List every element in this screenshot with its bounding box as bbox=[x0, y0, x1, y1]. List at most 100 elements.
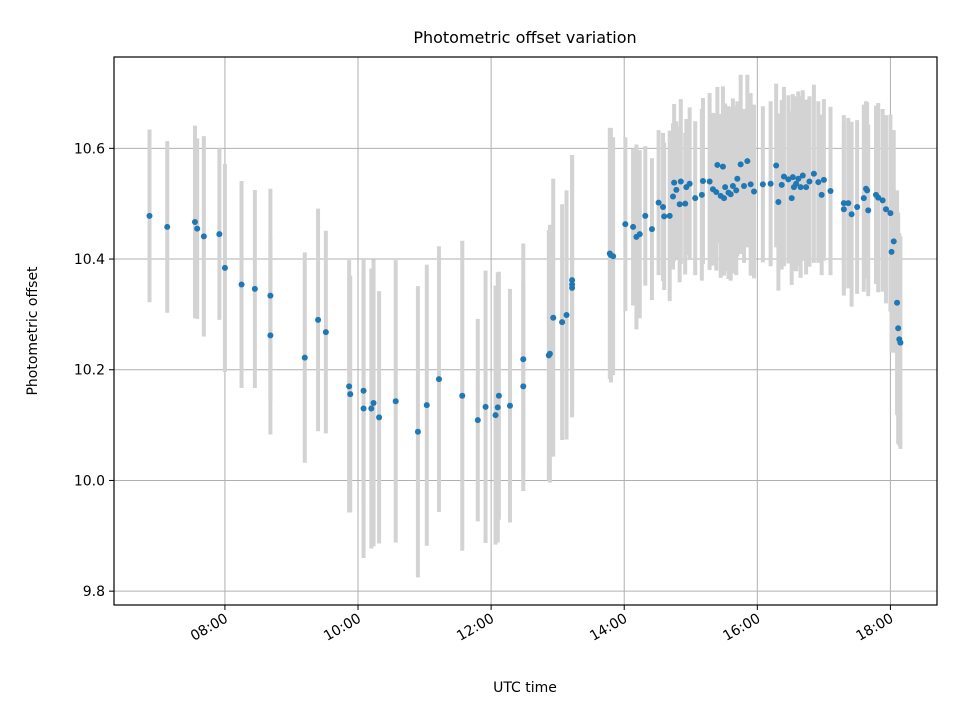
data-point bbox=[815, 179, 822, 186]
data-point bbox=[890, 238, 897, 245]
data-point bbox=[840, 200, 847, 207]
data-point bbox=[698, 191, 705, 198]
y-tick-label: 10.0 bbox=[74, 473, 105, 489]
data-point bbox=[301, 354, 308, 361]
data-point bbox=[686, 180, 693, 187]
y-tick-label: 10.4 bbox=[74, 252, 105, 268]
data-point bbox=[799, 172, 806, 179]
data-point bbox=[733, 187, 740, 194]
data-point bbox=[194, 225, 201, 232]
data-point bbox=[435, 376, 442, 383]
data-point bbox=[546, 350, 553, 357]
y-tick-label: 9.8 bbox=[83, 584, 105, 600]
data-point bbox=[750, 188, 757, 195]
data-point bbox=[803, 184, 810, 191]
data-point bbox=[759, 181, 766, 188]
data-point bbox=[897, 339, 904, 346]
data-point bbox=[520, 383, 527, 390]
chart-title: Photometric offset variation bbox=[413, 28, 636, 47]
data-point bbox=[714, 161, 721, 168]
data-point bbox=[648, 226, 655, 233]
data-point bbox=[894, 299, 901, 306]
data-point bbox=[520, 356, 527, 363]
data-point bbox=[676, 201, 683, 208]
data-point bbox=[164, 223, 171, 230]
data-point bbox=[818, 191, 825, 198]
data-point bbox=[661, 213, 668, 220]
data-point bbox=[360, 405, 367, 412]
data-point bbox=[459, 392, 466, 399]
data-point bbox=[744, 158, 751, 165]
y-tick-label: 10.6 bbox=[74, 141, 105, 157]
data-point bbox=[360, 387, 367, 394]
data-point bbox=[864, 187, 871, 194]
data-point bbox=[216, 231, 223, 238]
data-points bbox=[146, 158, 904, 435]
data-point bbox=[610, 253, 617, 260]
data-point bbox=[671, 179, 678, 186]
data-point bbox=[200, 233, 207, 240]
data-point bbox=[315, 316, 322, 323]
data-point bbox=[741, 182, 748, 189]
data-point bbox=[642, 212, 649, 219]
data-point bbox=[773, 162, 780, 169]
plot-frame bbox=[113, 56, 938, 606]
data-point bbox=[795, 175, 802, 182]
data-point bbox=[882, 206, 889, 213]
data-point bbox=[267, 332, 274, 339]
data-point bbox=[719, 163, 726, 170]
data-point bbox=[370, 399, 377, 406]
data-point bbox=[482, 403, 489, 410]
data-point bbox=[368, 405, 375, 412]
data-point bbox=[494, 404, 501, 411]
data-point bbox=[251, 285, 258, 292]
data-point bbox=[840, 206, 847, 213]
data-point bbox=[346, 383, 353, 390]
data-point bbox=[806, 178, 813, 185]
data-point bbox=[854, 204, 861, 211]
data-point bbox=[692, 195, 699, 202]
data-point bbox=[767, 180, 774, 187]
data-point bbox=[788, 195, 795, 202]
y-axis-ticks: 9.8 10.0 10.2 10.4 10.6 bbox=[74, 141, 114, 600]
data-point bbox=[414, 428, 421, 435]
data-point bbox=[191, 218, 198, 225]
data-point bbox=[322, 329, 329, 336]
data-point bbox=[785, 176, 792, 183]
data-point bbox=[423, 402, 430, 409]
data-point bbox=[636, 231, 643, 238]
data-point bbox=[789, 174, 796, 181]
data-point bbox=[666, 212, 673, 219]
data-point bbox=[797, 184, 804, 191]
data-point bbox=[875, 194, 882, 201]
data-point bbox=[737, 161, 744, 168]
data-point bbox=[729, 182, 736, 189]
data-point bbox=[550, 314, 557, 321]
y-tick-label: 10.2 bbox=[74, 363, 105, 379]
data-point bbox=[727, 191, 734, 198]
data-point bbox=[267, 292, 274, 299]
data-point bbox=[238, 281, 245, 288]
data-point bbox=[569, 277, 576, 284]
data-point bbox=[845, 200, 852, 207]
data-point bbox=[559, 319, 566, 326]
data-point bbox=[747, 181, 754, 188]
data-point bbox=[810, 170, 817, 177]
data-point bbox=[879, 197, 886, 204]
data-point bbox=[146, 212, 153, 219]
data-point bbox=[887, 210, 894, 217]
data-point bbox=[722, 184, 729, 191]
data-point bbox=[655, 199, 662, 206]
data-point bbox=[793, 180, 800, 187]
data-point bbox=[563, 311, 570, 318]
data-point bbox=[734, 175, 741, 182]
data-point bbox=[895, 325, 902, 332]
data-point bbox=[780, 173, 787, 180]
data-point bbox=[848, 211, 855, 218]
data-point bbox=[506, 402, 513, 409]
data-point bbox=[706, 178, 713, 185]
data-point bbox=[569, 281, 576, 288]
data-point bbox=[682, 200, 689, 207]
data-point bbox=[492, 412, 499, 419]
data-point bbox=[721, 195, 728, 202]
